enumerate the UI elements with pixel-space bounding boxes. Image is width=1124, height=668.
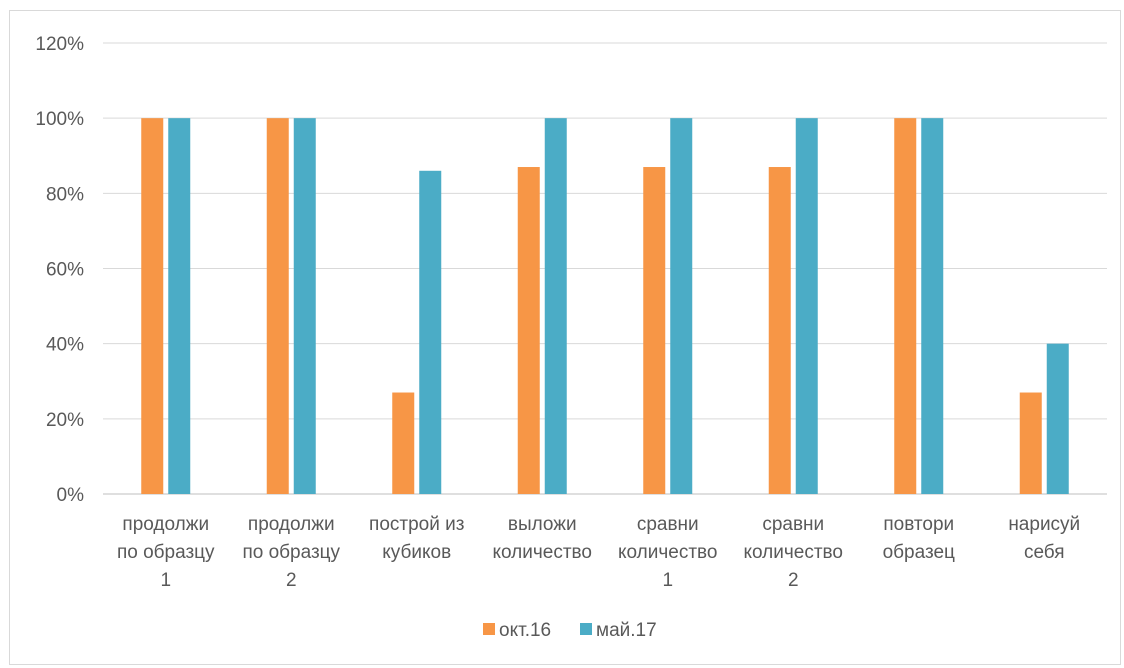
bar-series-2 xyxy=(921,118,944,495)
bar-series-2 xyxy=(293,118,316,495)
bar-series-1 xyxy=(643,167,666,494)
x-category-label: нарисуй себя xyxy=(1008,514,1080,563)
legend-swatch xyxy=(580,623,592,635)
bar-series-1 xyxy=(894,118,917,495)
y-tick-label: 80% xyxy=(46,184,84,205)
y-tick-label: 20% xyxy=(46,410,84,431)
bar-series-2 xyxy=(795,118,818,495)
y-tick-label: 40% xyxy=(46,335,84,356)
bar-series-2 xyxy=(168,118,191,495)
bar-series-1 xyxy=(768,167,791,494)
x-category-label: сравни количество 2 xyxy=(744,514,844,591)
bar-series-1 xyxy=(266,118,289,495)
x-category-label: продолжи по образцу 1 xyxy=(117,514,215,591)
x-category-label: продолжи по образцу 2 xyxy=(242,514,340,591)
bar-series-2 xyxy=(544,118,567,495)
gridlines xyxy=(103,42,1107,495)
bar-series-1 xyxy=(1019,392,1042,494)
bars xyxy=(141,118,1069,495)
x-category-label: построй из кубиков xyxy=(369,514,464,563)
legend-label: окт.16 xyxy=(499,620,551,641)
legend: окт.16 май.17 xyxy=(483,620,657,641)
y-tick-label: 0% xyxy=(57,485,85,506)
y-tick-label: 100% xyxy=(35,109,84,130)
legend-swatch xyxy=(483,623,495,635)
x-category-label: выложи количество xyxy=(493,514,593,563)
y-axis-ticks: 0% 20% 40% 60% 80% 100% 120% xyxy=(35,34,84,506)
bar-series-2 xyxy=(670,118,693,495)
bar-series-1 xyxy=(517,167,540,494)
y-tick-label: 60% xyxy=(46,260,84,281)
bar-series-2 xyxy=(419,170,442,495)
bar-series-2 xyxy=(1046,343,1069,494)
bar-series-1 xyxy=(141,118,164,495)
y-tick-label: 120% xyxy=(35,34,84,55)
x-category-label: сравни количество 1 xyxy=(618,514,718,591)
bar-series-1 xyxy=(392,392,415,494)
x-axis-categories: продолжи по образцу 1 продолжи по образцу 2 по… xyxy=(117,514,1080,591)
x-category-label: повтори образец xyxy=(883,514,955,563)
legend-label: май.17 xyxy=(596,620,657,641)
